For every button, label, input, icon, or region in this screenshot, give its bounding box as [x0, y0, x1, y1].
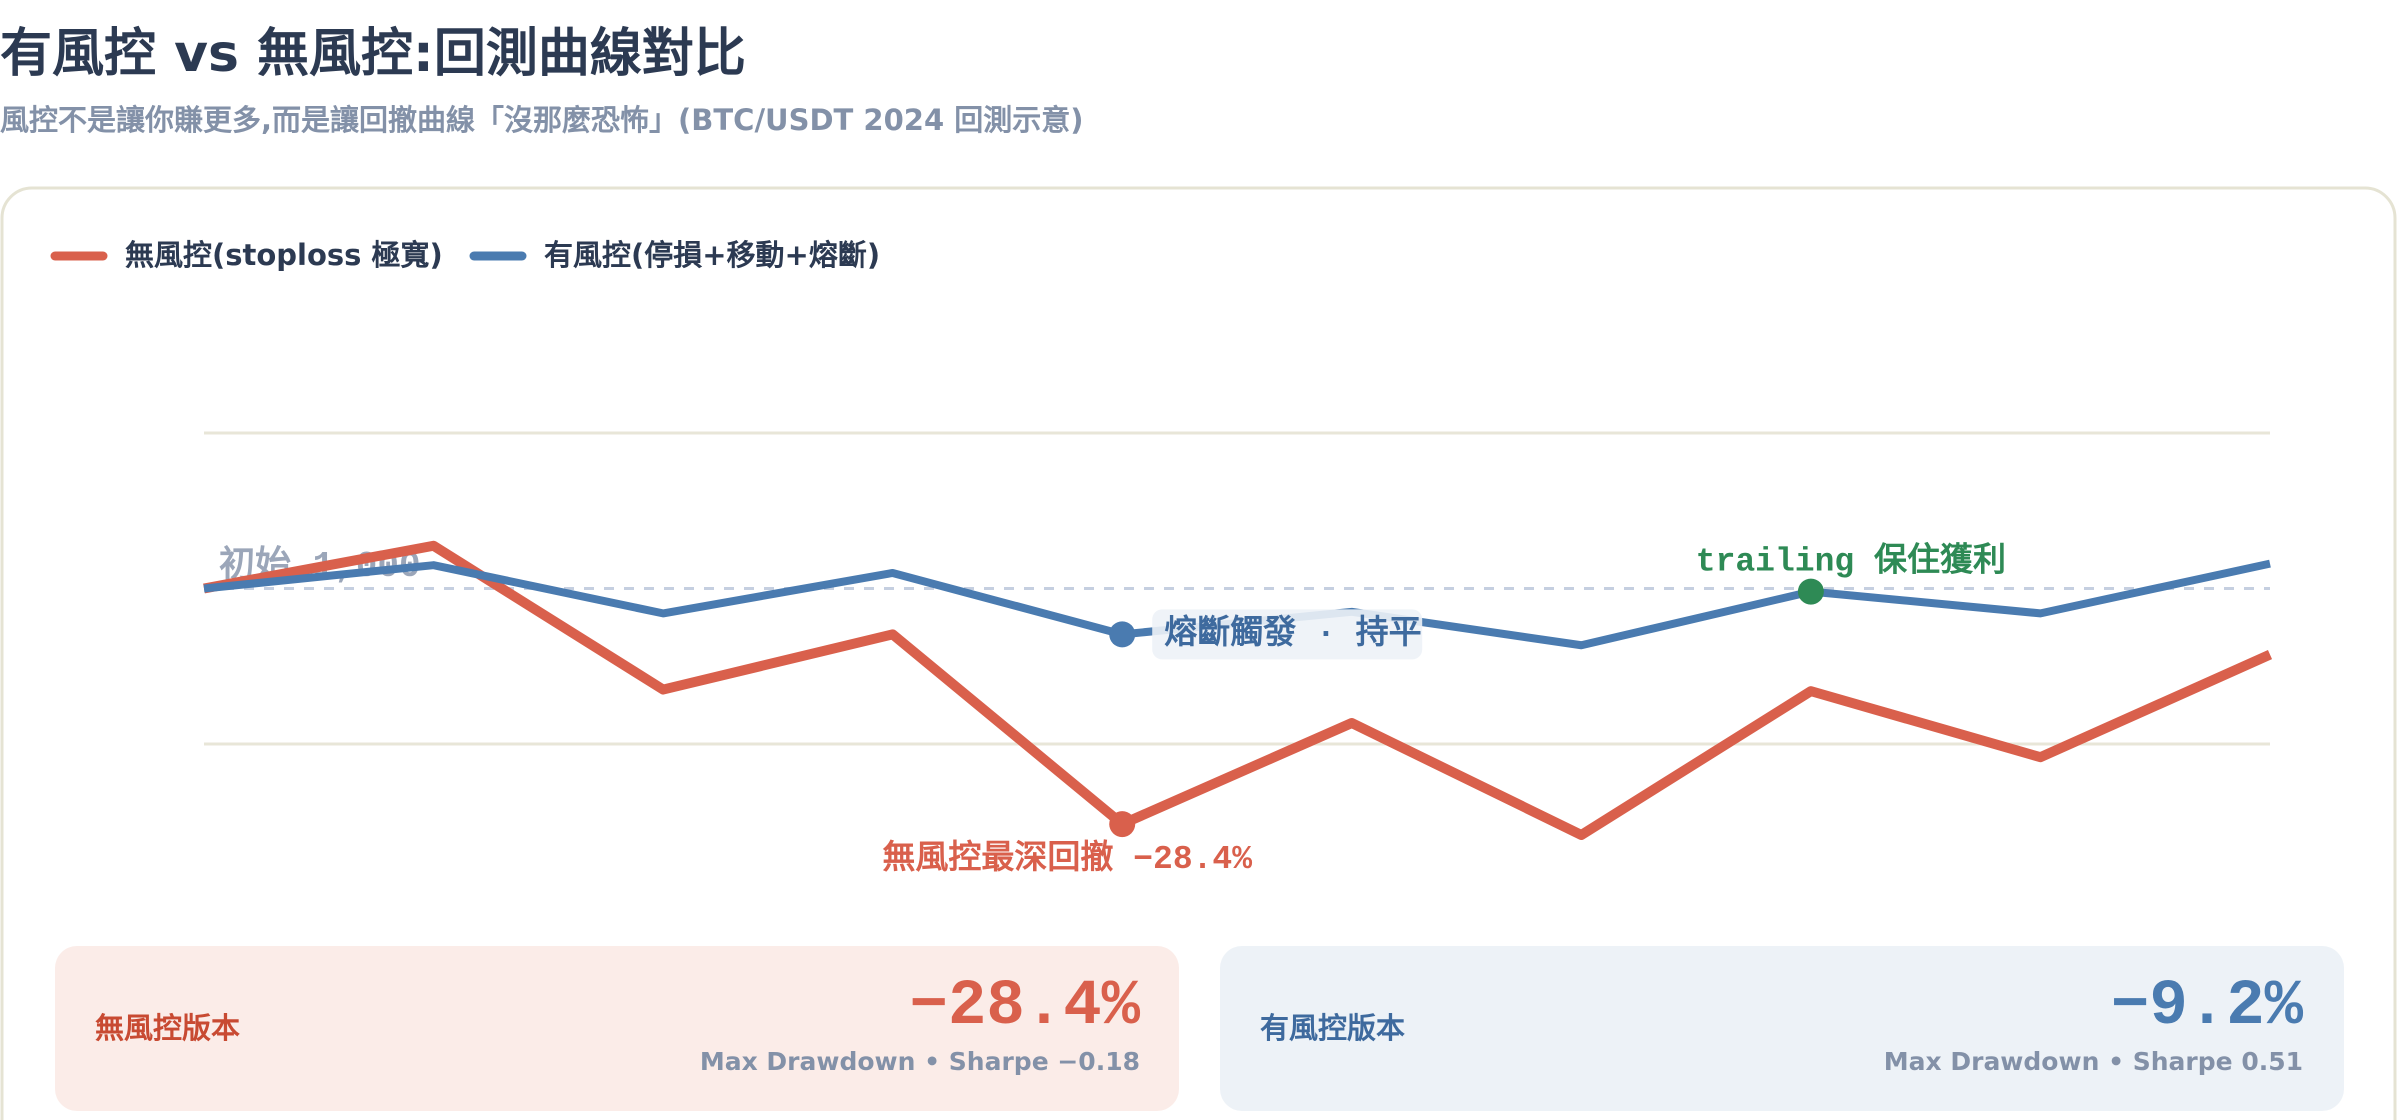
card-note: Max Drawdown • Sharpe −0.18 [700, 1047, 1140, 1076]
subtitle: 風控不是讓你賺更多,而是讓回撤曲線「沒那麼恐怖」(BTC/USDT 2024 回… [0, 103, 1083, 137]
legend-label: 無風控(stoploss 極寬) [125, 238, 443, 272]
card-label: 有風控版本 [1260, 1011, 1405, 1045]
card [1220, 946, 2344, 1111]
legend-label: 有風控(停損+移動+熔斷) [544, 238, 880, 272]
point-marker [1109, 621, 1136, 648]
card-value: −9.2% [2111, 971, 2304, 1043]
card-value: −28.4% [910, 971, 1141, 1043]
card [55, 946, 1179, 1111]
card-note: Max Drawdown • Sharpe 0.51 [1884, 1047, 2303, 1076]
annotation: trailing 保住獲利 [1696, 541, 2006, 580]
series-line [203, 540, 2273, 840]
annotation-bg [1152, 609, 1423, 660]
point-marker [1797, 578, 1824, 605]
point-marker [1109, 811, 1136, 838]
title: 有風控 vs 無風控:回測曲線對比 [0, 24, 746, 84]
annotation: 熔斷觸發 · 持平 [1164, 614, 1421, 653]
annotation: 無風控最深回撤 −28.4% [882, 839, 1252, 878]
chart: 無風控(stoploss 極寬) 有風控(停損+移動+熔斷)初始 1,000熔斷觸… [50, 238, 2273, 878]
card-label: 無風控版本 [95, 1011, 240, 1045]
